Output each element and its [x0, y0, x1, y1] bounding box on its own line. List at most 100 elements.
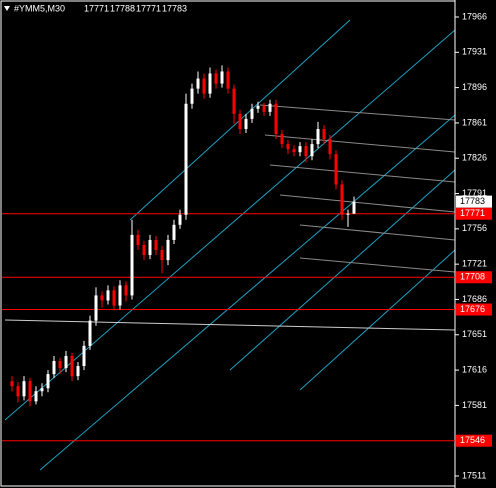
level-label: 17771: [460, 208, 485, 218]
candle-body: [280, 134, 284, 145]
header-open: 17771: [84, 3, 109, 13]
candle-body: [10, 381, 14, 387]
candle-body: [184, 103, 188, 215]
y-tick-label: 17651: [462, 329, 487, 339]
candle-body: [352, 201, 356, 214]
channel-line: [4, 29, 456, 421]
candle-body: [160, 250, 164, 261]
candle-body: [256, 105, 260, 109]
candle-body: [322, 128, 326, 140]
fan-line: [299, 224, 456, 241]
level-label: 17546: [460, 435, 485, 445]
candle-body: [40, 388, 44, 392]
channel-line: [39, 114, 456, 471]
candle-body: [190, 88, 194, 104]
header-high: 17788: [110, 3, 135, 13]
current-price-box: [456, 195, 492, 208]
candle-body: [316, 128, 320, 145]
candle-body: [226, 71, 230, 89]
level-label: 17676: [460, 304, 485, 314]
candle-body: [136, 234, 140, 245]
candle-body: [292, 149, 296, 153]
fan-line: [279, 194, 456, 213]
candle-body: [220, 71, 224, 84]
y-tick-label: 17511: [462, 470, 486, 480]
candle-body: [328, 139, 332, 155]
candle-body: [298, 146, 302, 153]
candle-body: [286, 144, 290, 150]
level-box: [456, 434, 492, 447]
candle-body: [202, 78, 206, 94]
fan-line: [269, 164, 456, 183]
level-box: [456, 303, 492, 316]
y-tick-label: 17791: [462, 188, 487, 198]
candle-body: [22, 381, 26, 397]
candle-body: [172, 224, 176, 240]
header-close: 17783: [162, 3, 187, 13]
candle-body: [214, 73, 218, 84]
candle-body: [82, 345, 86, 367]
channel-lines: [4, 19, 456, 471]
y-tick-label: 17581: [462, 400, 487, 410]
y-tick-label: 17721: [462, 259, 487, 269]
candle-body: [76, 366, 80, 377]
y-tick-label: 17826: [462, 153, 487, 163]
y-tick-label: 17896: [462, 82, 487, 92]
candle-body: [118, 285, 122, 306]
y-tick-label: 17966: [462, 11, 487, 21]
fan-line: [4, 319, 456, 331]
candle-body: [58, 360, 62, 369]
header-low: 17771: [136, 3, 161, 13]
candle-body: [154, 239, 158, 251]
fan-line: [299, 257, 456, 273]
candle-body: [124, 285, 128, 296]
candle-body: [238, 113, 242, 129]
y-tick-label: 17756: [462, 223, 487, 233]
current-price-label: 17783: [460, 196, 485, 206]
candle-body: [16, 386, 20, 397]
candle-body: [28, 381, 32, 402]
candle-body: [70, 355, 74, 377]
candle-body: [268, 103, 272, 112]
candle-body: [274, 103, 278, 135]
candle-body: [244, 118, 248, 129]
candle-body: [178, 214, 182, 225]
level-box: [456, 207, 492, 220]
candle-body: [310, 144, 314, 157]
candle-body: [112, 290, 116, 306]
y-tick-label: 17861: [462, 117, 487, 127]
candle-body: [94, 295, 98, 321]
candle-body: [346, 213, 350, 215]
candle-body: [196, 78, 200, 89]
candle-body: [262, 105, 266, 112]
channel-line: [229, 169, 456, 371]
candle-body: [250, 108, 254, 119]
candle-body: [340, 184, 344, 215]
channel-line: [299, 249, 456, 391]
candle-body: [142, 244, 146, 256]
candle-body: [52, 360, 56, 375]
candle-body: [130, 234, 134, 296]
collapse-icon[interactable]: [4, 6, 10, 11]
candle-body: [208, 73, 212, 94]
candle-body: [106, 290, 110, 301]
level-box: [456, 271, 492, 284]
candle-body: [166, 239, 170, 261]
candle-body: [100, 295, 104, 301]
candle-body: [232, 88, 236, 114]
candle-body: [304, 146, 308, 157]
symbol: #YMM5,M30: [14, 3, 65, 13]
y-tick-label: 17616: [462, 364, 487, 374]
candle-body: [34, 391, 38, 402]
y-tick-label: 17931: [462, 47, 487, 57]
fan-lines: [4, 104, 456, 331]
fan-line: [264, 134, 456, 153]
candle-body: [148, 239, 152, 256]
candle-body: [64, 355, 68, 369]
y-tick-label: 17686: [462, 294, 487, 304]
fan-line: [259, 104, 456, 121]
candle-body: [88, 320, 92, 346]
